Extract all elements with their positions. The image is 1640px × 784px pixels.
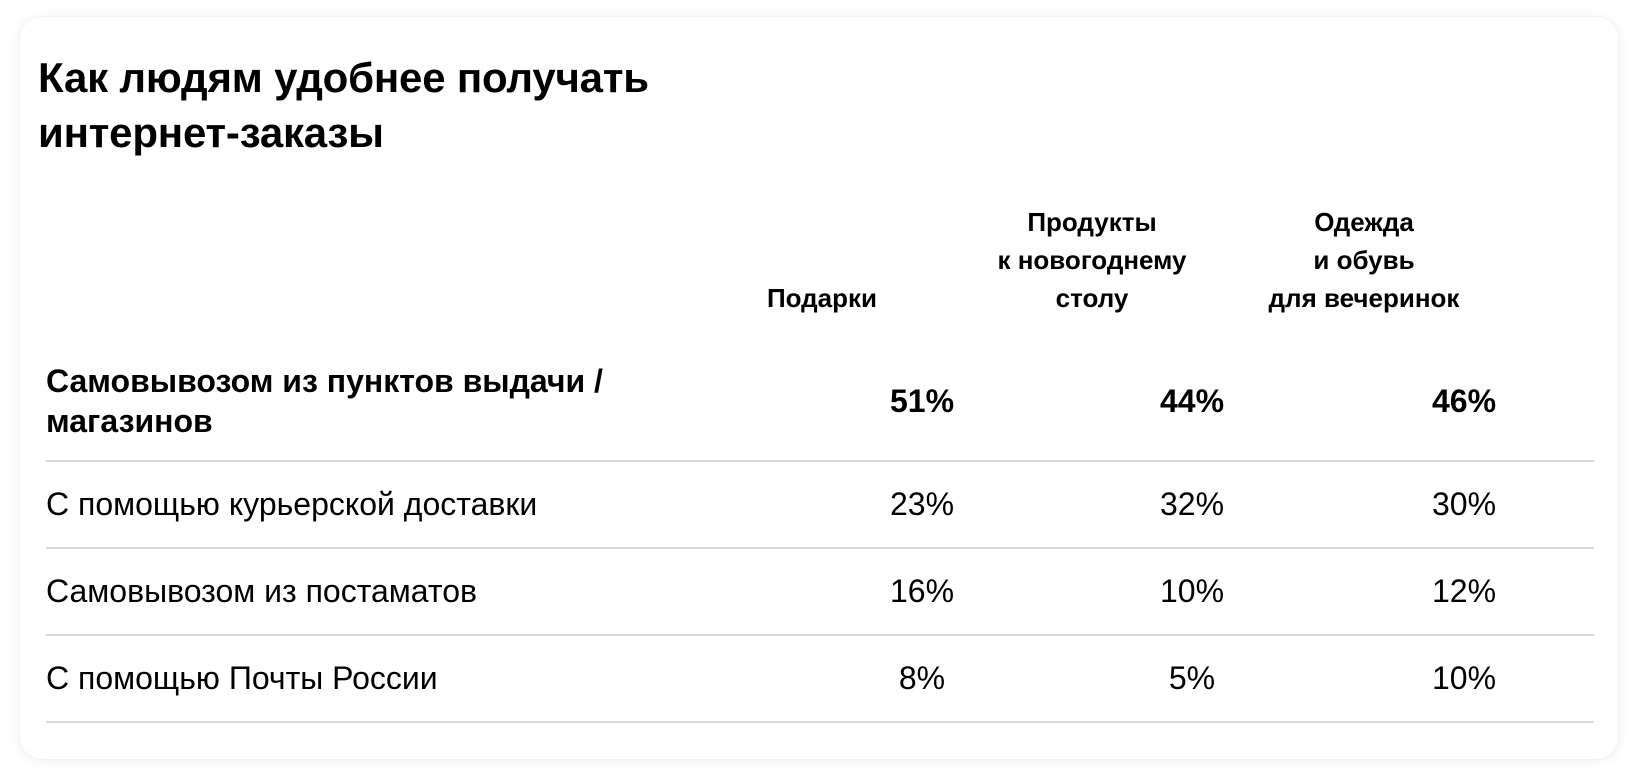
table-cell: 16% [889,573,955,609]
table-row: С помощью Почты России 8% 5% 10% [46,636,1594,723]
column-headers: Подарки Продукты к новогоднему столу Оде… [46,187,1594,317]
table-cell: 46% [1431,383,1497,419]
chart-title: Как людям удобнее получать интернет-зака… [38,54,649,156]
row-label-courier: С помощью курьерской доставки [46,486,538,522]
column-header-new-year-food: Продукты к новогоднему столу [997,207,1187,313]
table-cell: 23% [889,486,955,522]
row-label-pickup-points: Самовывозом из пунктов выдачи / магазино… [46,363,603,439]
data-table: Самовывозом из пунктов выдачи / магазино… [46,347,1594,723]
table-cell: 10% [1159,573,1225,609]
table-cell: 8% [898,660,946,696]
table-cell: 10% [1431,660,1497,696]
row-label-russian-post: С помощью Почты России [46,660,438,696]
table-cell: 12% [1431,573,1497,609]
table-row: Самовывозом из постаматов 16% 10% 12% [46,549,1594,636]
table-row: Самовывозом из пунктов выдачи / магазино… [46,347,1594,462]
table-cell: 30% [1431,486,1497,522]
table-cell: 44% [1159,383,1225,419]
row-label-parcel-lockers: Самовывозом из постаматов [46,573,477,609]
column-header-gifts: Подарки [766,283,878,313]
column-header-party-clothing: Одежда и обувь для вечеринок [1268,207,1460,313]
table-cell: 51% [889,383,955,419]
table-cell: 5% [1168,660,1216,696]
survey-card: Как людям удобнее получать интернет-зака… [20,17,1618,759]
table-cell: 32% [1159,486,1225,522]
table-row: С помощью курьерской доставки 23% 32% 30… [46,462,1594,549]
